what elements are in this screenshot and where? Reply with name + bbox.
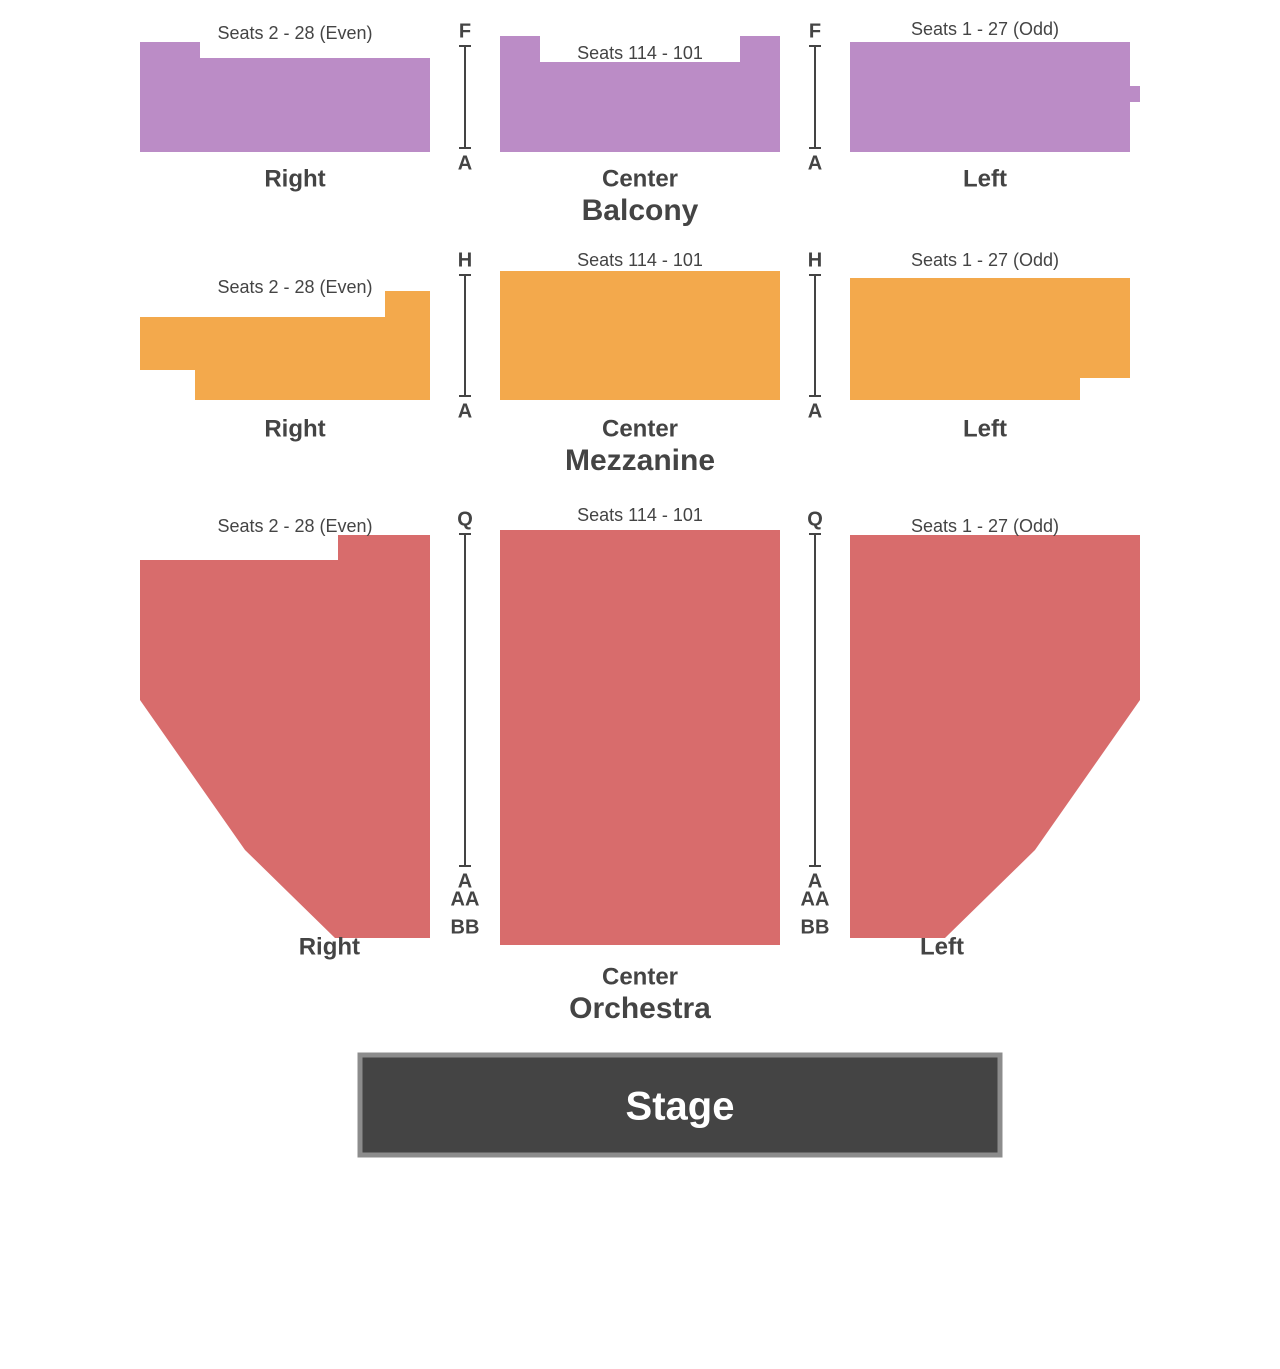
svg-text:Right: Right: [264, 165, 325, 192]
svg-text:Center: Center: [602, 963, 678, 990]
tier-orchestra: Seats 2 - 28 (Even) Right Seats 114 - 101 C…: [140, 505, 1140, 1025]
svg-text:Seats 114 - 101: Seats 114 - 101: [577, 505, 703, 525]
svg-text:Balcony: Balcony: [582, 194, 699, 227]
seating-chart: Seats 2 - 28 (Even) Right Seats 114 - 101 C…: [100, 0, 1180, 1230]
mezzanine-row-axis-1: HA: [808, 249, 822, 422]
svg-text:Seats 1 - 27 (Odd): Seats 1 - 27 (Odd): [911, 250, 1059, 270]
svg-text:Seats 1 - 27 (Odd): Seats 1 - 27 (Odd): [911, 516, 1059, 536]
orch-left[interactable]: Seats 1 - 27 (Odd) Left: [850, 516, 1140, 961]
svg-text:AA: AA: [451, 888, 480, 910]
orch-right[interactable]: Seats 2 - 28 (Even) Right: [140, 516, 430, 961]
svg-text:H: H: [808, 249, 822, 271]
svg-text:H: H: [458, 249, 472, 271]
tier-mezzanine: Seats 2 - 28 (Even) Right Seats 114 - 101 C…: [140, 249, 1130, 477]
mezz-right[interactable]: Seats 2 - 28 (Even) Right: [140, 277, 430, 443]
balcony-center[interactable]: Seats 114 - 101 Center: [500, 36, 780, 192]
orch-center[interactable]: Seats 114 - 101 Center: [500, 505, 780, 991]
svg-text:F: F: [809, 20, 821, 42]
orchestra-row-axis-1: QAAABB: [801, 508, 830, 938]
svg-text:Stage: Stage: [626, 1085, 735, 1129]
tier-balcony: Seats 2 - 28 (Even) Right Seats 114 - 101 C…: [140, 19, 1140, 227]
mezzanine-row-axis-0: HA: [458, 249, 472, 422]
svg-text:Center: Center: [602, 415, 678, 442]
svg-text:A: A: [808, 152, 822, 174]
svg-text:A: A: [808, 400, 822, 422]
balcony-row-axis-1: FA: [808, 20, 822, 174]
balcony-right[interactable]: Seats 2 - 28 (Even) Right: [140, 23, 430, 193]
svg-text:Q: Q: [807, 508, 823, 530]
svg-text:Seats 1 - 27 (Odd): Seats 1 - 27 (Odd): [911, 19, 1059, 39]
svg-text:Seats 114 - 101: Seats 114 - 101: [577, 43, 703, 63]
svg-text:Orchestra: Orchestra: [569, 992, 711, 1025]
mezz-center[interactable]: Seats 114 - 101 Center: [500, 250, 780, 443]
svg-text:Seats 2 - 28 (Even): Seats 2 - 28 (Even): [217, 277, 372, 297]
svg-text:Left: Left: [963, 165, 1007, 192]
svg-text:Right: Right: [264, 415, 325, 442]
mezz-left[interactable]: Seats 1 - 27 (Odd) Left: [850, 250, 1130, 443]
svg-text:A: A: [458, 400, 472, 422]
svg-text:AA: AA: [801, 888, 830, 910]
svg-text:Left: Left: [920, 933, 964, 960]
seating-chart-svg: Seats 2 - 28 (Even) Right Seats 114 - 101 C…: [100, 0, 1180, 1230]
svg-text:Left: Left: [963, 415, 1007, 442]
svg-text:Mezzanine: Mezzanine: [565, 444, 715, 477]
svg-text:BB: BB: [801, 916, 830, 938]
svg-text:F: F: [459, 20, 471, 42]
svg-text:BB: BB: [451, 916, 480, 938]
svg-text:Seats 114 - 101: Seats 114 - 101: [577, 250, 703, 270]
svg-text:Seats 2 - 28 (Even): Seats 2 - 28 (Even): [217, 516, 372, 536]
svg-text:Seats 2 - 28 (Even): Seats 2 - 28 (Even): [217, 23, 372, 43]
svg-text:Right: Right: [299, 933, 360, 960]
svg-text:Center: Center: [602, 165, 678, 192]
orchestra-row-axis-0: QAAABB: [451, 508, 480, 938]
svg-text:Q: Q: [457, 508, 473, 530]
svg-text:A: A: [458, 152, 472, 174]
balcony-left[interactable]: Seats 1 - 27 (Odd) Left: [850, 19, 1140, 193]
stage: Stage: [360, 1055, 1000, 1155]
balcony-row-axis-0: FA: [458, 20, 472, 174]
